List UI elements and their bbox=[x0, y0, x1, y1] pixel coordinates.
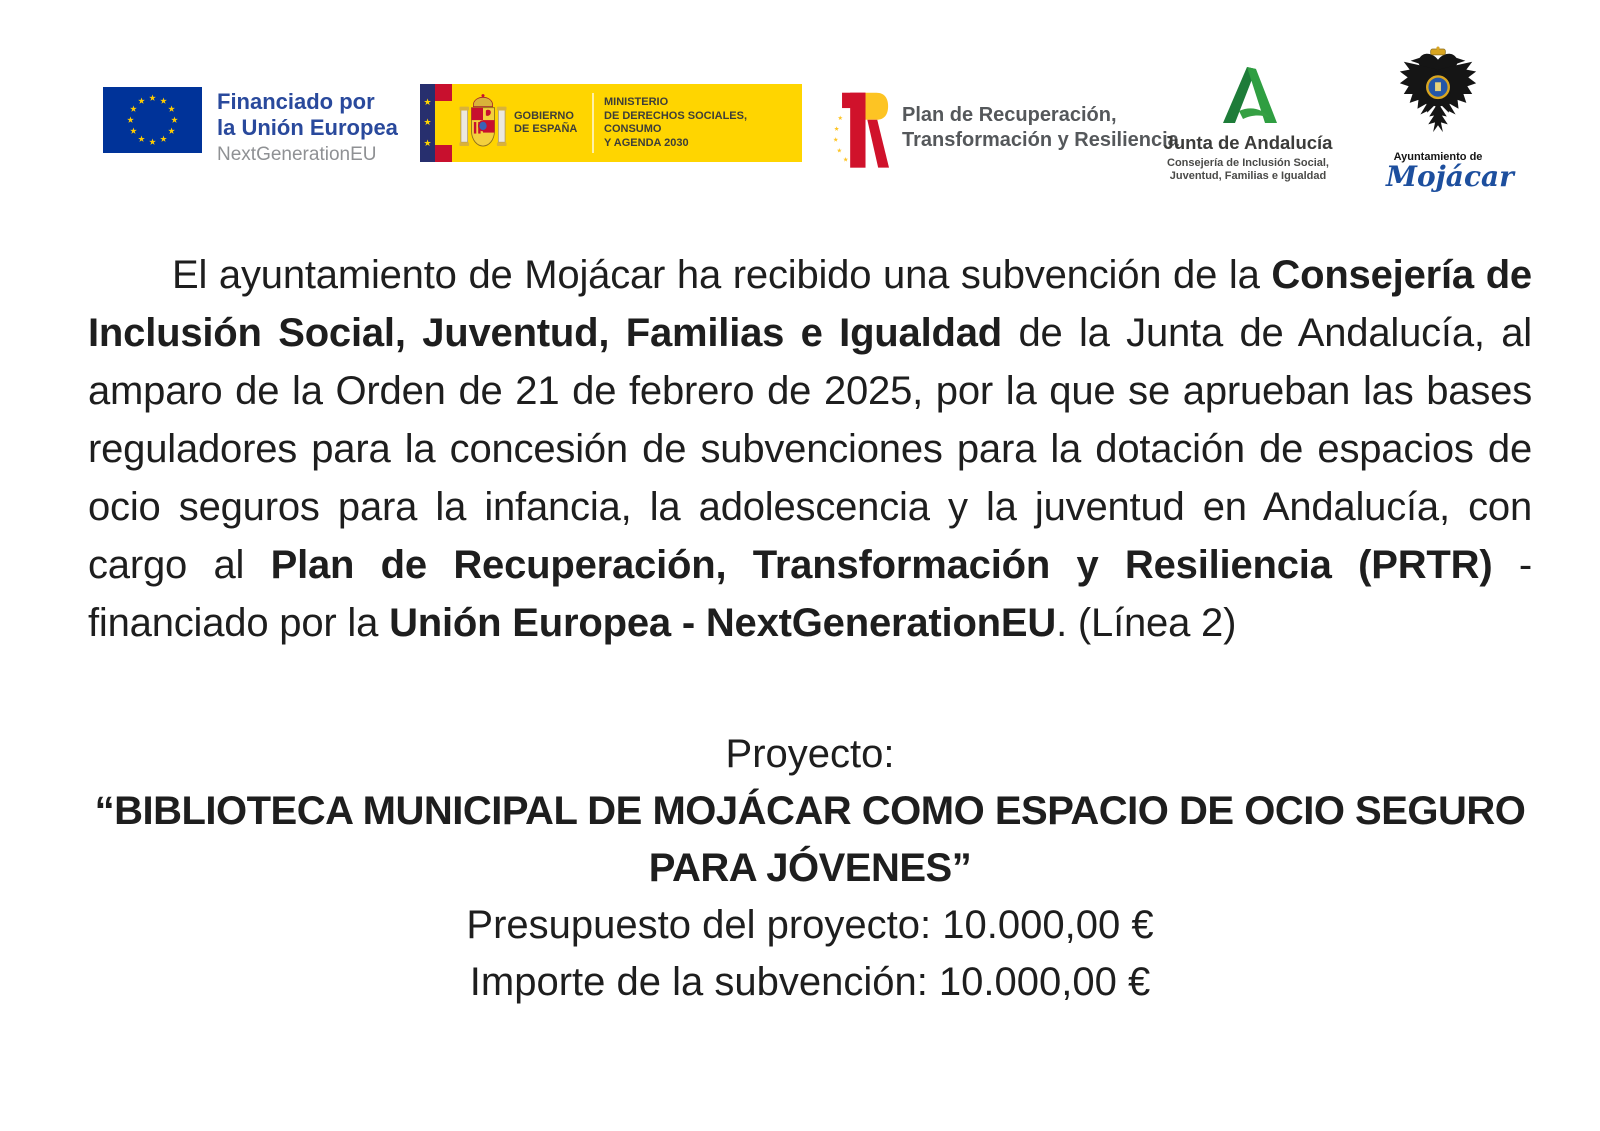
eu-flag-band: ★ ★ ★ bbox=[420, 84, 435, 162]
prtr-line2: Transformación y Resiliencia bbox=[902, 129, 1179, 151]
gobierno-title-line2: DE ESPAÑA bbox=[514, 123, 578, 135]
paragraph-segment-bold: Unión Europea - NextGenerationEU bbox=[389, 601, 1057, 645]
project-title: “BIBLIOTECA MUNICIPAL DE MOJÁCAR COMO ES… bbox=[94, 789, 1526, 890]
spain-flag-band bbox=[435, 84, 452, 162]
project-label: Proyecto: bbox=[725, 732, 895, 776]
prtr-logo: Plan de Recuperación, Transformación y R… bbox=[833, 88, 1179, 176]
mojacar-line2: Mojácar bbox=[1386, 160, 1514, 193]
paragraph-segment: . (Línea 2) bbox=[1056, 601, 1237, 645]
spain-coat-of-arms-icon bbox=[459, 94, 507, 147]
eu-funding-logo: Financiado por la Unión Europea NextGene… bbox=[103, 87, 398, 167]
paragraph-segment: El ayuntamiento de Mojácar ha recibido u… bbox=[172, 253, 1272, 297]
gobierno-title-line1: GOBIERNO bbox=[514, 110, 574, 122]
announcement-paragraph: El ayuntamiento de Mojácar ha recibido u… bbox=[88, 246, 1532, 652]
paragraph-segment-bold: Consejería de Inclusión Social, Juventud… bbox=[88, 253, 1532, 355]
mojacar-logo: Ayuntamiento de Mojácar bbox=[1386, 46, 1514, 193]
project-budget-line: Presupuesto del proyecto: 10.000,00 € bbox=[466, 903, 1154, 947]
ministry-line3: Y AGENDA 2030 bbox=[604, 136, 689, 149]
star-icon: ★ bbox=[423, 117, 432, 128]
junta-andalucia-logo: Junta de Andalucía Consejería de Inclusi… bbox=[1163, 64, 1333, 183]
eu-logo-line2: la Unión Europea bbox=[217, 115, 398, 140]
junta-name: Junta de Andalucía bbox=[1163, 132, 1333, 153]
gobierno-espana-logo: ★ ★ ★ bbox=[420, 84, 802, 162]
paragraph-segment: de la Junta de Andalucía, al amparo de l… bbox=[88, 311, 1532, 587]
eu-logo-line3: NextGenerationEU bbox=[217, 144, 377, 165]
junta-dept-line2: Juventud, Familias e Igualdad bbox=[1169, 170, 1327, 182]
mojacar-eagle-icon bbox=[1399, 46, 1477, 133]
ministry-line1: MINISTERIO bbox=[604, 96, 669, 108]
prtr-line1: Plan de Recuperación, bbox=[902, 104, 1117, 126]
eu-logo-line1: Financiado por bbox=[217, 89, 375, 114]
eu-flag-icon bbox=[103, 87, 202, 153]
prtr-logo-icon bbox=[833, 92, 889, 168]
paragraph-segment-bold: Plan de Recuperación, Transformación y R… bbox=[270, 543, 1493, 587]
project-grant-line: Importe de la subvención: 10.000,00 € bbox=[469, 960, 1151, 1004]
junta-andalucia-a-icon bbox=[1223, 67, 1277, 123]
logo-divider bbox=[592, 93, 594, 153]
star-icon: ★ bbox=[423, 96, 432, 107]
ministry-line2: DE DERECHOS SOCIALES, CONSUMO bbox=[604, 109, 748, 136]
mojacar-line1: Ayuntamiento de bbox=[1393, 151, 1483, 163]
junta-dept-line1: Consejería de Inclusión Social, bbox=[1167, 157, 1329, 169]
paragraph-segment: - financiado por la bbox=[88, 543, 1532, 645]
project-section: Proyecto: “BIBLIOTECA MUNICIPAL DE MOJÁC… bbox=[88, 726, 1532, 1011]
star-icon: ★ bbox=[423, 138, 432, 149]
